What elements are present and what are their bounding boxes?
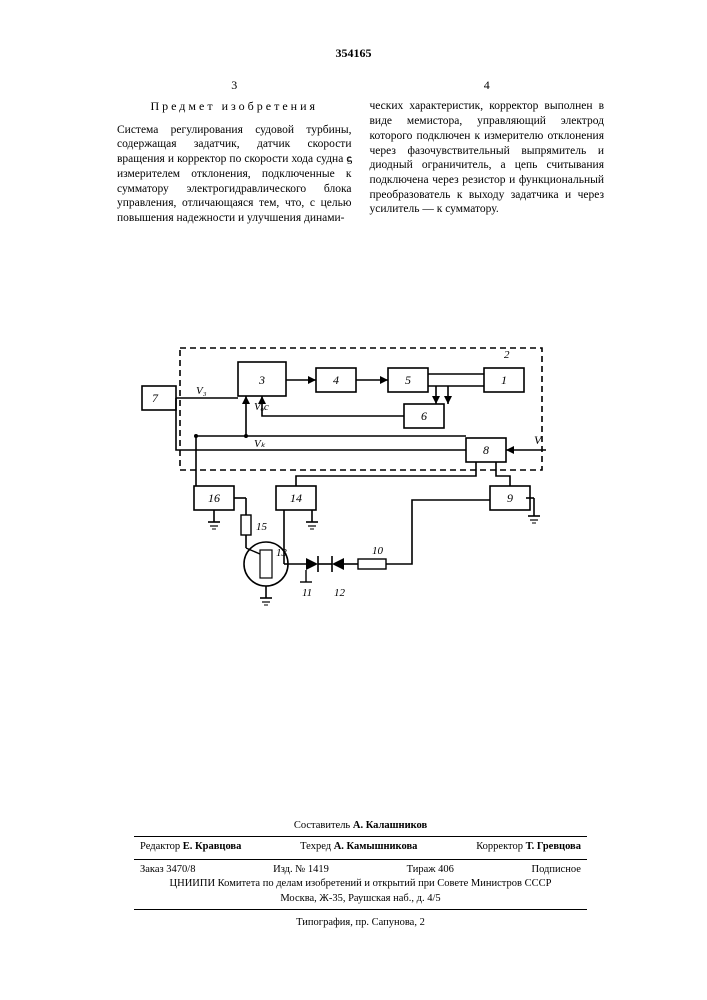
editor-name: Е. Кравцова [183, 841, 242, 852]
label-9: 9 [507, 491, 513, 505]
block-diagram: 2 7 3 4 5 1 6 8 9 14 16 V₃ [136, 340, 566, 620]
editor-label: Редактор [140, 841, 180, 852]
label-10: 10 [372, 545, 384, 557]
left-column: 3 Предмет изобретения Система регулирова… [117, 78, 352, 226]
edition-number: Изд. № 1419 [273, 863, 329, 877]
label-6: 6 [421, 409, 427, 423]
typography: Типография, пр. Сапунова, 2 [134, 916, 587, 930]
compiler-name: А. Калашников [353, 820, 427, 831]
label-v3: V₃ [196, 385, 207, 397]
organization-line-2: Москва, Ж-35, Раушская наб., д. 4/5 [134, 892, 587, 906]
line-marker: 5 [347, 155, 353, 167]
section-heading: Предмет изобретения [117, 99, 352, 114]
label-12: 12 [334, 587, 346, 599]
label-8: 8 [483, 443, 489, 457]
label-2: 2 [504, 349, 510, 361]
label-11: 11 [302, 587, 312, 599]
label-16: 16 [208, 491, 220, 505]
label-4: 4 [333, 373, 339, 387]
right-column-text: ческих характеристик, корректор выполнен… [370, 99, 605, 217]
tech-name: А. Камышникова [334, 841, 418, 852]
organization-line-1: ЦНИИПИ Комитета по делам изобретений и о… [134, 877, 587, 891]
corrector-label: Корректор [476, 841, 523, 852]
text-columns: 3 Предмет изобретения Система регулирова… [117, 78, 604, 226]
left-page-number: 3 [117, 78, 352, 93]
label-14: 14 [290, 491, 302, 505]
label-vk: Vₖ [254, 438, 266, 450]
subscription: Подписное [532, 863, 581, 877]
corrector-name: Т. Гревцова [526, 841, 581, 852]
print-run: Тираж 406 [407, 863, 454, 877]
order-number: Заказ 3470/8 [140, 863, 195, 877]
document-number: 354165 [336, 46, 372, 61]
tech-label: Техред [300, 841, 331, 852]
left-column-text: Система регулирования судовой турбины, с… [117, 123, 352, 226]
label-15: 15 [256, 521, 268, 533]
label-7: 7 [152, 391, 159, 405]
label-1: 1 [501, 373, 507, 387]
right-page-number: 4 [370, 78, 605, 93]
footer: Составитель А. Калашников Редактор Е. Кр… [134, 819, 587, 930]
compiler-label: Составитель [294, 820, 350, 831]
label-5: 5 [405, 373, 411, 387]
right-column: 4 ческих характеристик, корректор выполн… [370, 78, 605, 226]
label-13: 13 [276, 547, 288, 559]
label-3: 3 [258, 373, 265, 387]
